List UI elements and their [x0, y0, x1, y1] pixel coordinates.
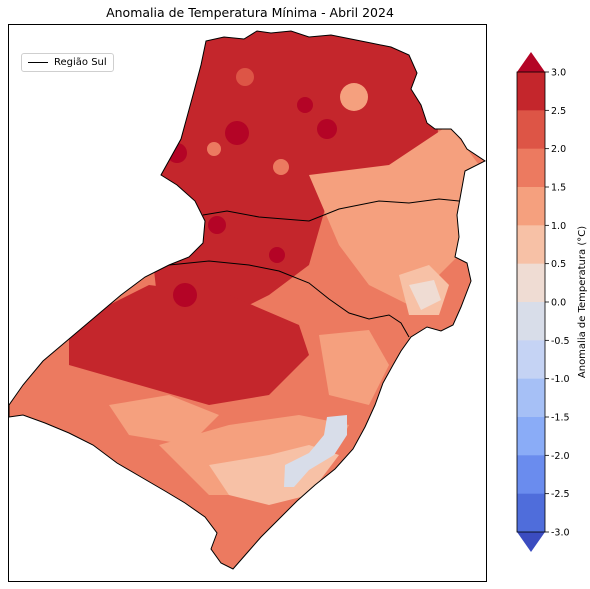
legend-label: Região Sul	[54, 57, 107, 68]
colorbar-band	[517, 110, 545, 150]
colorbar-band	[517, 263, 545, 303]
colorbar-band	[517, 72, 545, 111]
border-pr-sc	[202, 198, 460, 222]
colorbar-tick-label: 1.0	[551, 221, 566, 232]
colorbar-band	[517, 340, 545, 380]
colorbar-ticks: 3.0 2.5 2.0 1.5 1.0 0.5 0.0 -0.5 -1.0 -1.5 -2.0 -2.…	[545, 68, 570, 539]
colorbar-band	[517, 378, 545, 418]
legend-line-swatch	[28, 62, 48, 63]
colorbar-extend-top	[517, 52, 545, 72]
colorbar-band	[517, 225, 545, 265]
map-legend: Região Sul	[21, 53, 114, 72]
colorbar-tick-label: -1.5	[551, 413, 570, 424]
border-sc-rs	[168, 260, 410, 338]
map-title: Anomalia de Temperatura Mínima - Abril 2…	[106, 5, 394, 20]
colorbar-tick-label: -2.5	[551, 489, 570, 500]
anomaly-field	[9, 31, 485, 569]
colorbar-tick-label: 0.5	[551, 259, 566, 270]
colorbar-extend-bottom	[517, 532, 545, 552]
colorbar-bands	[517, 72, 545, 533]
colorbar: 3.0 2.5 2.0 1.5 1.0 0.5 0.0 -0.5 -1.0 -1.5 -2.0 -2.…	[516, 52, 588, 552]
colorbar-band	[517, 187, 545, 226]
colorbar-band	[517, 302, 545, 341]
colorbar-tick-label: 1.5	[551, 183, 566, 194]
map-panel: Região Sul	[8, 24, 487, 582]
colorbar-tick-label: 3.0	[551, 68, 566, 79]
colorbar-tick-label: -1.0	[551, 374, 570, 385]
colorbar-band	[517, 455, 545, 495]
colorbar-tick-label: -0.5	[551, 336, 570, 347]
colorbar-tick-label: -2.0	[551, 451, 570, 462]
colorbar-band	[517, 148, 545, 188]
colorbar-tick-label: 0.0	[551, 298, 566, 309]
colorbar-label: Anomalia de Temperatura (°C)	[577, 226, 588, 378]
colorbar-band	[517, 417, 545, 456]
colorbar-tick-label: 2.5	[551, 106, 566, 117]
colorbar-tick-label: 2.0	[551, 144, 566, 155]
colorbar-tick-label: -3.0	[551, 528, 570, 539]
anomaly-map	[9, 30, 486, 570]
colorbar-band	[517, 493, 545, 533]
